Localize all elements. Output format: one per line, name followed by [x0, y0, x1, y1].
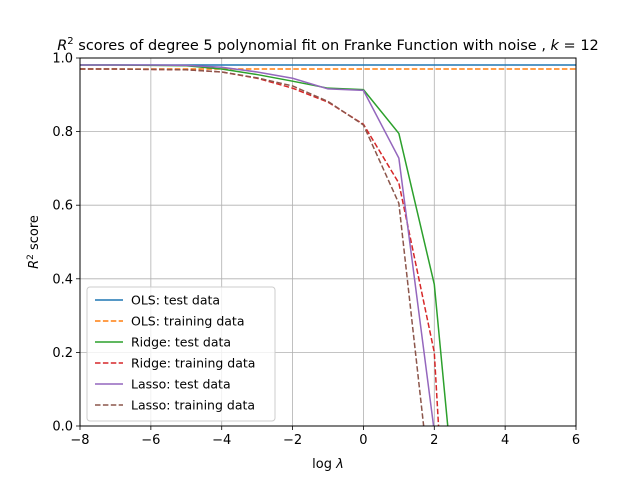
legend-box	[86, 286, 276, 422]
plot-frame	[79, 57, 577, 427]
series-line-6	[80, 68, 425, 426]
x-tick-label: −4	[212, 433, 231, 448]
legend-label: OLS: training data	[131, 314, 244, 329]
y-tick-label: 0.8	[52, 125, 73, 140]
y-tick-label: 0.6	[52, 199, 73, 214]
legend-label: Ridge: test data	[131, 335, 231, 350]
y-tick-label: 0.4	[52, 272, 73, 287]
y-tick-label: 0.2	[52, 346, 73, 361]
x-tick-label: −6	[141, 433, 160, 448]
x-tick-label: 0	[359, 433, 367, 448]
y-tick-label: 1.0	[52, 52, 73, 67]
y-axis: 0.0 0.2 0.4 0.6 0.8 1.0	[52, 52, 80, 435]
x-tick-label: −8	[70, 433, 89, 448]
y-axis-label: R2 score	[26, 215, 42, 269]
series-layer	[80, 64, 576, 426]
chart-title: R2 scores of degree 5 polynomial fit on …	[57, 36, 599, 54]
series-line-5	[80, 64, 435, 426]
x-axis: −8 −6 −4 −2 0 2 4 6	[70, 426, 580, 448]
legend: OLS: test data OLS: training data Ridge: t…	[86, 286, 276, 422]
x-tick-label: 6	[572, 433, 580, 448]
x-tick-label: 2	[430, 433, 438, 448]
x-tick-label: 4	[501, 433, 509, 448]
legend-label: Lasso: training data	[131, 398, 255, 413]
legend-label: Lasso: test data	[131, 377, 231, 392]
x-axis-label: log λ	[312, 457, 344, 472]
legend-label: OLS: test data	[131, 293, 220, 308]
x-tick-label: −2	[283, 433, 302, 448]
y-tick-label: 0.0	[52, 420, 73, 435]
legend-label: Ridge: training data	[131, 356, 255, 371]
